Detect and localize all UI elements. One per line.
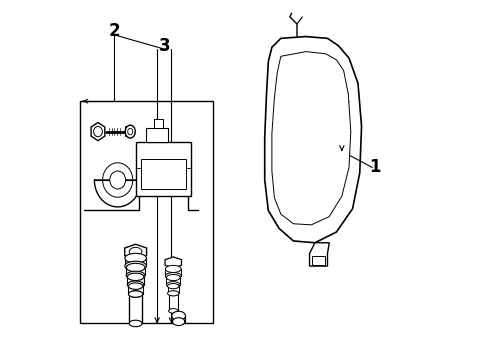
Bar bbox=[313, 256, 324, 265]
Bar bbox=[153, 119, 163, 128]
Polygon shape bbox=[124, 244, 147, 259]
Ellipse shape bbox=[125, 261, 147, 271]
Polygon shape bbox=[91, 122, 105, 141]
Ellipse shape bbox=[128, 129, 133, 135]
Bar bbox=[167, 278, 180, 285]
Bar bbox=[172, 316, 185, 321]
Bar bbox=[147, 128, 168, 142]
Ellipse shape bbox=[129, 247, 142, 256]
Polygon shape bbox=[165, 257, 181, 268]
Ellipse shape bbox=[167, 282, 180, 288]
Ellipse shape bbox=[126, 271, 145, 280]
Ellipse shape bbox=[169, 291, 178, 296]
Bar bbox=[168, 286, 179, 293]
Polygon shape bbox=[272, 51, 351, 225]
Ellipse shape bbox=[126, 263, 145, 272]
Ellipse shape bbox=[129, 291, 142, 297]
Bar bbox=[126, 267, 145, 275]
Ellipse shape bbox=[125, 125, 135, 138]
Text: 2: 2 bbox=[108, 22, 120, 40]
Ellipse shape bbox=[172, 318, 185, 325]
Polygon shape bbox=[265, 37, 362, 243]
Ellipse shape bbox=[168, 291, 179, 296]
Bar bbox=[141, 159, 186, 189]
Bar bbox=[127, 277, 144, 285]
Bar bbox=[136, 142, 191, 196]
Ellipse shape bbox=[166, 273, 181, 280]
Ellipse shape bbox=[128, 291, 143, 297]
Ellipse shape bbox=[94, 126, 102, 137]
Ellipse shape bbox=[169, 309, 178, 313]
Ellipse shape bbox=[127, 281, 144, 288]
Text: 1: 1 bbox=[368, 158, 380, 176]
Bar bbox=[128, 286, 143, 294]
Polygon shape bbox=[310, 243, 329, 266]
Ellipse shape bbox=[127, 273, 144, 280]
Bar bbox=[169, 293, 178, 311]
Ellipse shape bbox=[166, 265, 181, 273]
Bar bbox=[166, 269, 181, 276]
Ellipse shape bbox=[129, 320, 142, 327]
Ellipse shape bbox=[110, 171, 125, 189]
Bar bbox=[125, 258, 147, 266]
Ellipse shape bbox=[128, 283, 143, 289]
Text: 3: 3 bbox=[158, 36, 170, 54]
Ellipse shape bbox=[172, 311, 186, 320]
Bar bbox=[80, 101, 213, 323]
Ellipse shape bbox=[125, 253, 147, 263]
Ellipse shape bbox=[167, 274, 180, 280]
Ellipse shape bbox=[168, 284, 179, 289]
Bar bbox=[129, 294, 142, 323]
